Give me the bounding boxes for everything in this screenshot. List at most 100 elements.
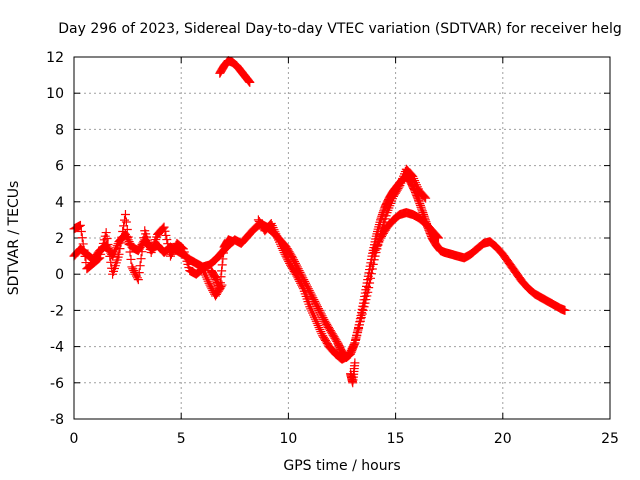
data-point: [215, 284, 225, 294]
data-point: [292, 271, 302, 281]
data-point: [386, 198, 396, 208]
data-point: [115, 244, 125, 254]
data-point: [122, 224, 132, 234]
data-point: [414, 197, 424, 207]
y-tick-label: 2: [55, 231, 64, 247]
data-point: [354, 320, 364, 330]
data-point: [244, 76, 254, 86]
data-point: [128, 264, 138, 274]
data-point: [123, 232, 133, 242]
data-point: [126, 254, 136, 264]
y-tick-label: 4: [55, 195, 64, 211]
data-point: [311, 316, 321, 326]
data-point: [396, 178, 406, 188]
data-point: [356, 313, 366, 323]
data-point: [411, 180, 421, 190]
data-point: [81, 258, 91, 268]
data-point: [347, 343, 357, 353]
data-point: [371, 243, 381, 253]
data-point: [198, 264, 208, 274]
data-point: [161, 230, 171, 240]
data-point: [350, 338, 360, 348]
y-axis-label: SDTVAR / TECUs: [6, 181, 22, 296]
data-point: [118, 227, 128, 237]
data-point: [351, 334, 361, 344]
data-point: [273, 233, 283, 243]
data-point: [275, 237, 285, 247]
data-point: [167, 247, 177, 257]
data-point: [421, 193, 431, 203]
data-point: [104, 245, 114, 255]
y-tick-label: 12: [46, 50, 64, 66]
series-trace-dip: [206, 235, 238, 294]
data-point: [382, 208, 392, 218]
data-point: [284, 257, 294, 267]
data-point: [433, 233, 443, 243]
data-point: [311, 298, 321, 308]
x-axis-label: GPS time / hours: [283, 458, 400, 474]
data-point: [305, 302, 315, 312]
data-point: [560, 305, 570, 315]
data-point: [127, 262, 137, 272]
data-point: [398, 174, 408, 184]
data-point: [207, 284, 217, 294]
data-point: [121, 217, 131, 227]
data-point: [138, 240, 148, 250]
y-tick-label: -6: [50, 376, 64, 392]
data-point: [344, 349, 354, 359]
data-point: [215, 278, 225, 288]
y-tick-label: -8: [50, 412, 64, 428]
data-point: [394, 182, 404, 192]
x-tick-label: 25: [601, 431, 619, 447]
data-point: [313, 320, 323, 330]
data-point: [131, 269, 141, 279]
x-tick-label: 10: [279, 431, 297, 447]
data-point: [205, 280, 215, 290]
data-point: [317, 311, 327, 321]
data-point: [79, 245, 89, 255]
data-point: [314, 305, 324, 315]
data-point: [295, 276, 305, 286]
plot-frame: [73, 56, 611, 420]
data-point: [316, 309, 326, 319]
y-tick-label: 6: [55, 159, 64, 175]
data-point: [274, 235, 284, 245]
data-point: [116, 238, 126, 248]
data-point: [412, 182, 422, 192]
y-tick-label: 0: [55, 267, 64, 283]
data-point: [374, 237, 384, 247]
data-point: [361, 295, 371, 305]
data-point: [279, 247, 289, 257]
data-point: [209, 271, 219, 281]
data-point: [354, 324, 364, 333]
data-point: [307, 306, 317, 316]
data-point: [245, 77, 255, 87]
data-point: [432, 231, 442, 241]
data-point: [160, 226, 170, 236]
data-point: [270, 227, 280, 237]
data-point: [103, 239, 113, 249]
data-point: [80, 251, 90, 261]
data-point: [136, 254, 146, 264]
data-point: [163, 239, 173, 249]
data-point: [283, 255, 293, 265]
data-point: [420, 192, 430, 202]
data-point: [269, 225, 279, 235]
data-point: [177, 243, 187, 253]
data-point: [206, 282, 216, 292]
data-point: [364, 283, 374, 293]
data-point: [433, 232, 443, 242]
data-point: [308, 308, 318, 318]
data-point: [309, 312, 319, 322]
chart-title: Day 296 of 2023, Sidereal Day-to-day VTE…: [58, 21, 621, 37]
data-point: [399, 171, 409, 181]
data-point: [244, 77, 254, 87]
data-point: [316, 327, 326, 337]
data-point: [267, 221, 277, 231]
data-point: [352, 331, 362, 341]
data-point: [369, 247, 379, 257]
data-point: [312, 318, 322, 328]
data-point: [166, 249, 176, 259]
x-tick-label: 5: [177, 431, 186, 447]
data-point: [120, 215, 130, 225]
